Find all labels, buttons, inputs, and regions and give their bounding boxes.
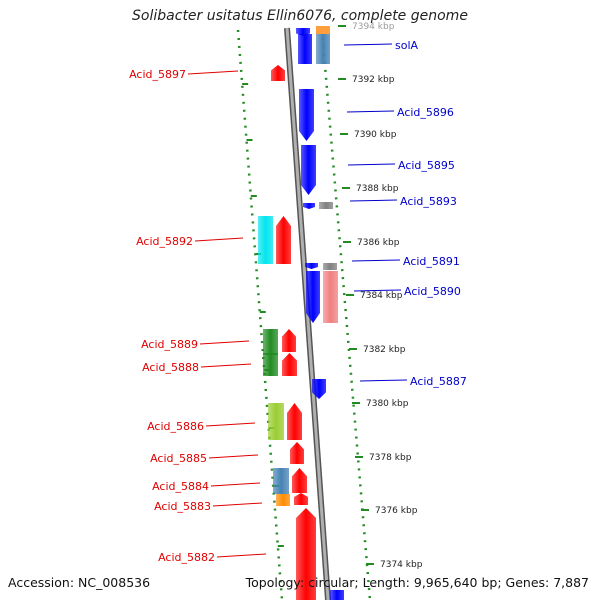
leader-line [347,163,396,166]
leader-line [194,237,244,242]
leader-line [200,363,252,368]
gene-block [323,263,337,270]
leader-line [353,289,402,292]
gene-labels: Acid_5897 Acid_5892 Acid_5889 Acid_5888 Acid… [129,39,467,564]
gene-block [263,329,278,355]
gene-label-right: Acid_5893 [400,195,457,208]
dotted-border-line [236,29,284,601]
gene-label-right: Acid_5887 [410,375,467,388]
scale-label: 7388 kbp [356,184,399,194]
gene-label-right: Acid_5896 [397,106,454,119]
genome-summary: Topology: circular; Length: 9,965,640 bp… [245,575,589,590]
scale-label: 7386 kbp [357,238,400,248]
accession-label: Accession: NC_008536 [8,575,151,590]
gene-block [323,271,338,323]
scale-label: 7376 kbp [375,506,418,516]
leader-line [359,379,408,382]
gene-label-right: Acid_5890 [404,285,461,298]
gene-block [299,89,314,141]
gene-block [316,26,330,34]
leader-line [208,454,259,459]
leader-line [199,340,250,345]
scale-label: 7382 kbp [363,345,406,355]
gene-block [271,65,285,81]
gene-block [301,145,316,195]
leader-line [351,259,401,262]
gene-block [316,34,330,64]
gene-label-left: Acid_5897 [129,68,186,81]
leader-line [346,110,395,113]
gene-block [282,329,296,352]
gene-label-right: Acid_5891 [403,255,460,268]
leader-line [343,43,393,46]
gene-block [296,508,316,600]
scale-label: 7374 kbp [380,560,423,570]
gene-block [282,353,297,376]
leader-line [349,199,398,202]
gene-label-left: Acid_5886 [147,420,204,433]
scale-label: 7380 kbp [366,399,409,409]
leader-line [187,70,239,75]
gene-block [258,216,273,264]
gene-label-left: Acid_5889 [141,338,198,351]
gene-label-left: Acid_5883 [154,500,211,513]
leader-line [212,502,263,507]
gene-label-right: solA [395,39,419,52]
gene-block [330,590,344,602]
gene-block [303,203,315,209]
leader-line [216,553,267,558]
scale-label: 7384 kbp [360,291,403,301]
gene-block [273,468,289,494]
gene-block [263,353,278,376]
gene-block [298,34,312,64]
page-title: Solibacter usitatus Ellin6076, complete … [132,8,468,24]
gene-block [319,202,333,209]
gene-features [258,26,344,602]
gene-label-left: Acid_5884 [152,480,209,493]
gene-label-left: Acid_5888 [142,361,199,374]
gene-block [306,271,320,323]
gene-block [305,263,318,269]
leader-line [210,482,261,487]
gene-label-left: Acid_5892 [136,235,193,248]
gene-block [290,442,304,464]
scale-label: 7394 kbp [352,22,395,32]
scale-labels: 7394 kbp 7392 kbp 7390 kbp 7388 kbp 7386 kbp… [338,22,423,570]
gene-label-left: Acid_5882 [158,551,215,564]
scale-label: 7390 kbp [354,130,397,140]
gene-block [294,493,308,505]
gene-block [292,468,307,493]
gene-block [268,403,284,440]
gene-label-left: Acid_5885 [150,452,207,465]
scale-label: 7392 kbp [352,75,395,85]
leader-line [205,422,256,427]
gene-block [276,216,291,264]
gene-label-right: Acid_5895 [398,159,455,172]
scale-label: 7378 kbp [369,453,412,463]
gene-block [287,403,302,440]
gene-block [312,379,326,399]
gene-block [276,494,290,506]
